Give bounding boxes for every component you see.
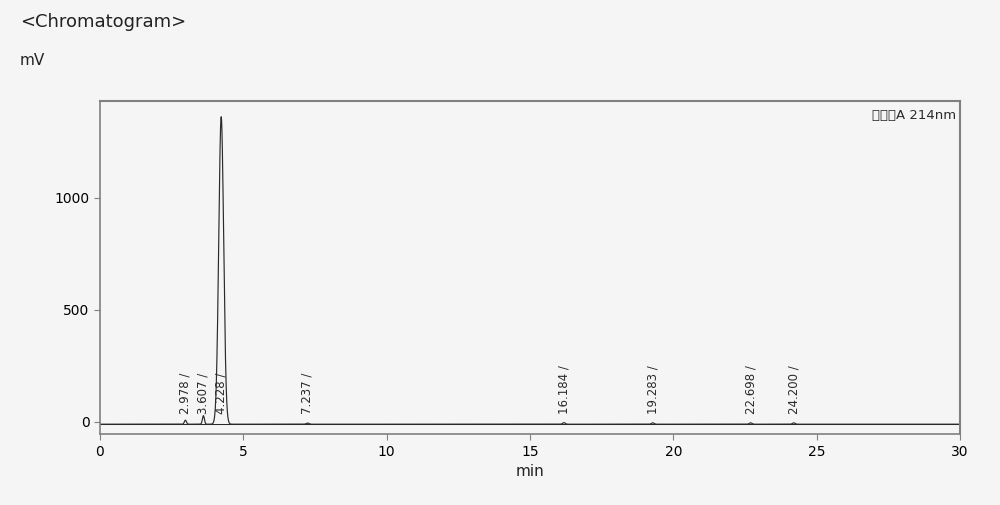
Text: 2.978 /: 2.978 / xyxy=(179,373,192,414)
X-axis label: min: min xyxy=(516,464,544,479)
Text: 24.200 /: 24.200 / xyxy=(787,365,800,414)
Text: 16.184 /: 16.184 / xyxy=(557,365,570,414)
Text: 22.698 /: 22.698 / xyxy=(744,365,757,414)
Text: 19.283 /: 19.283 / xyxy=(646,365,659,414)
Text: 7.237 /: 7.237 / xyxy=(301,373,314,414)
Text: <Chromatogram>: <Chromatogram> xyxy=(20,13,186,31)
Text: mV: mV xyxy=(20,53,45,68)
Text: 3.607 /: 3.607 / xyxy=(197,373,210,414)
Text: 4.228 /: 4.228 / xyxy=(215,373,228,414)
Text: 検測器A 214nm: 検測器A 214nm xyxy=(872,109,956,122)
